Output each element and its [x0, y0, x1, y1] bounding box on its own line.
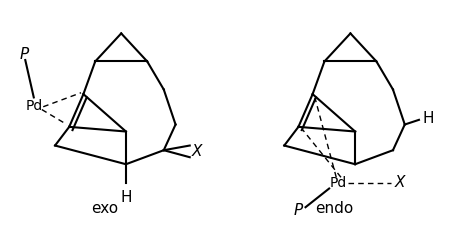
Text: P: P: [294, 204, 303, 219]
Text: X: X: [192, 144, 202, 159]
Text: exo: exo: [91, 201, 118, 216]
Text: Pd: Pd: [330, 176, 347, 190]
Text: endo: endo: [315, 201, 353, 216]
Text: H: H: [423, 111, 434, 126]
Text: H: H: [120, 190, 132, 205]
Text: P: P: [20, 47, 29, 62]
Text: X: X: [394, 175, 405, 190]
Text: Pd: Pd: [26, 99, 43, 113]
